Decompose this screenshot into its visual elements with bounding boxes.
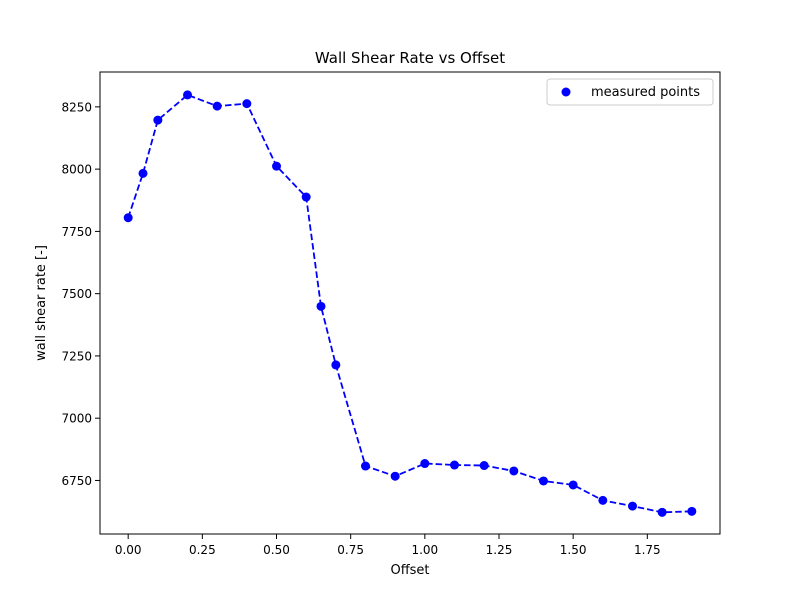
y-tick-label: 7000 — [61, 412, 92, 426]
y-axis-ticks: 6750 7000 7250 7500 7750 8000 8250 — [61, 100, 100, 488]
data-point — [509, 466, 519, 476]
data-points — [123, 90, 697, 517]
x-tick-label: 1.75 — [634, 543, 661, 557]
data-point — [568, 480, 578, 490]
y-tick-label: 6750 — [61, 474, 92, 488]
y-tick-label: 8000 — [61, 163, 92, 177]
series-line — [127, 93, 692, 514]
y-tick-label: 7750 — [61, 225, 92, 239]
data-point — [479, 461, 489, 471]
data-point — [657, 507, 667, 517]
legend-marker — [561, 87, 571, 97]
plot-area — [123, 90, 697, 517]
y-tick-label: 7250 — [61, 349, 92, 363]
data-point — [242, 99, 252, 109]
data-point — [272, 161, 282, 171]
data-point — [138, 168, 148, 178]
data-point — [316, 301, 326, 311]
data-point — [420, 459, 430, 469]
x-tick-label: 0.50 — [263, 543, 290, 557]
y-axis-label: wall shear rate [-] — [34, 245, 49, 361]
x-tick-label: 1.50 — [560, 543, 587, 557]
legend-label: measured points — [591, 85, 700, 100]
data-point — [153, 115, 163, 125]
y-tick-label: 7500 — [61, 287, 92, 301]
legend-box — [546, 78, 714, 106]
x-tick-label: 1.25 — [486, 543, 513, 557]
x-tick-label: 1.00 — [411, 543, 438, 557]
x-tick-label: 0.75 — [337, 543, 364, 557]
legend: measured points — [546, 78, 714, 106]
data-point — [212, 101, 222, 111]
data-point — [598, 495, 608, 505]
data-point — [361, 461, 370, 471]
data-point — [331, 360, 341, 370]
x-axis-ticks: 0.00 0.25 0.50 0.75 1.00 1.25 1.50 1.75 — [115, 534, 661, 557]
x-tick-label: 0.25 — [189, 543, 216, 557]
chart-title: Wall Shear Rate vs Offset — [315, 49, 505, 67]
axes-frame — [99, 71, 721, 535]
y-tick-label: 8250 — [61, 100, 92, 114]
x-tick-label: 0.00 — [115, 543, 142, 557]
data-point — [627, 501, 637, 511]
data-point — [450, 460, 459, 470]
data-point — [687, 506, 697, 516]
data-point — [301, 192, 311, 202]
data-point — [183, 90, 193, 100]
data-point — [538, 476, 548, 486]
x-axis-label: Offset — [390, 563, 429, 578]
data-point — [390, 471, 400, 481]
data-point — [123, 213, 133, 223]
